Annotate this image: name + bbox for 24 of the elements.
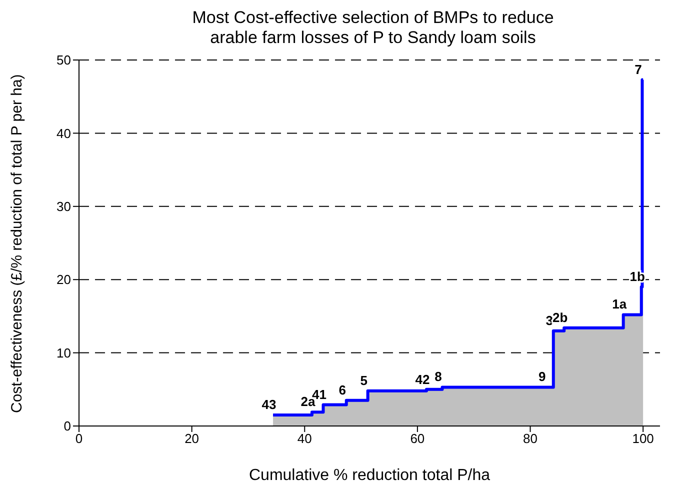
y-tick-label: 0 bbox=[64, 418, 71, 434]
annotation: 2b bbox=[552, 310, 568, 325]
y-axis-title: Cost-effectiveness (£/% reduction of total P per ha) bbox=[8, 74, 26, 413]
annotation: 5 bbox=[360, 372, 368, 388]
annotation: 7 bbox=[634, 62, 642, 77]
annotation: 1a bbox=[612, 296, 628, 312]
x-axis-title: Cumulative % reduction total P/ha bbox=[248, 467, 490, 484]
y-tick-label: 10 bbox=[56, 345, 71, 360]
annotation: 8 bbox=[434, 369, 442, 384]
y-tick-label: 20 bbox=[56, 272, 71, 288]
annotation: 42 bbox=[415, 372, 430, 387]
x-tick-label: 60 bbox=[410, 431, 425, 446]
annotation: 43 bbox=[262, 397, 276, 412]
y-tick-label: 50 bbox=[56, 52, 71, 68]
annotation: 9 bbox=[538, 369, 546, 384]
x-tick-label: 100 bbox=[632, 431, 654, 446]
annotation: 6 bbox=[338, 382, 346, 398]
x-tick-label: 40 bbox=[297, 431, 312, 446]
x-tick-label: 0 bbox=[75, 431, 83, 446]
x-tick-label: 20 bbox=[184, 431, 200, 446]
x-tick-label: 80 bbox=[523, 431, 538, 446]
y-tick-label: 30 bbox=[56, 199, 71, 214]
chart-title: Most Cost-effective selection of BMPs to reduce arable farm losses of P to Sandy loam soils bbox=[191, 8, 555, 48]
y-tick-label: 40 bbox=[56, 126, 71, 141]
